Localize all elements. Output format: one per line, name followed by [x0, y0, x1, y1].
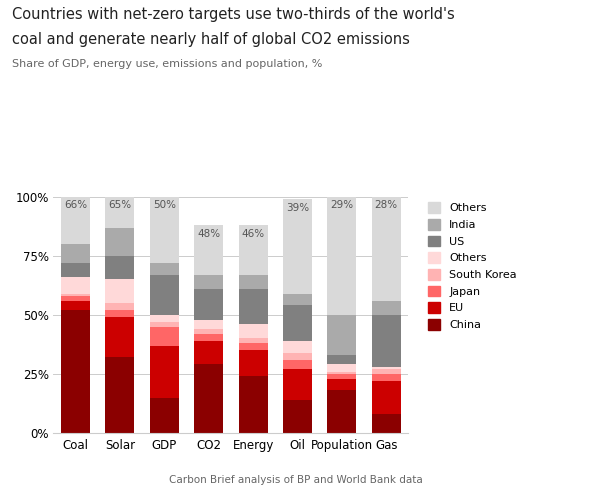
- Bar: [150, 327, 179, 345]
- Bar: [150, 275, 179, 315]
- Bar: [61, 277, 90, 294]
- Text: 48%: 48%: [197, 229, 220, 239]
- Bar: [372, 414, 401, 433]
- Bar: [239, 225, 268, 275]
- Bar: [61, 294, 90, 296]
- Bar: [239, 275, 268, 289]
- Bar: [105, 303, 134, 310]
- Bar: [283, 353, 312, 360]
- Bar: [372, 374, 401, 381]
- Bar: [61, 310, 90, 433]
- Bar: [327, 365, 356, 371]
- Bar: [105, 357, 134, 433]
- Bar: [283, 360, 312, 369]
- Bar: [61, 263, 90, 277]
- Bar: [239, 338, 268, 343]
- Bar: [372, 197, 401, 301]
- Bar: [372, 301, 401, 315]
- Bar: [61, 301, 90, 310]
- Text: 29%: 29%: [330, 200, 353, 211]
- Text: Share of GDP, energy use, emissions and population, %: Share of GDP, energy use, emissions and …: [12, 59, 322, 69]
- Bar: [283, 341, 312, 353]
- Bar: [194, 329, 223, 334]
- Bar: [372, 367, 401, 369]
- Bar: [372, 369, 401, 374]
- Bar: [283, 369, 312, 400]
- Bar: [194, 341, 223, 365]
- Text: coal and generate nearly half of global CO2 emissions: coal and generate nearly half of global …: [12, 32, 410, 47]
- Bar: [150, 315, 179, 322]
- Bar: [150, 398, 179, 433]
- Text: 46%: 46%: [242, 229, 265, 239]
- Bar: [283, 199, 312, 294]
- Bar: [239, 289, 268, 324]
- Bar: [150, 345, 179, 398]
- Bar: [283, 306, 312, 341]
- Bar: [105, 310, 134, 317]
- Bar: [150, 322, 179, 327]
- Bar: [194, 365, 223, 433]
- Bar: [194, 334, 223, 341]
- Text: 28%: 28%: [375, 200, 398, 211]
- Bar: [61, 296, 90, 301]
- Bar: [61, 197, 90, 244]
- Bar: [239, 343, 268, 350]
- Bar: [327, 374, 356, 379]
- Bar: [61, 244, 90, 263]
- Bar: [194, 320, 223, 329]
- Text: 39%: 39%: [286, 203, 309, 213]
- Text: 50%: 50%: [153, 200, 176, 211]
- Bar: [327, 355, 356, 365]
- Bar: [105, 256, 134, 279]
- Bar: [239, 350, 268, 376]
- Legend: Others, India, US, Others, South Korea, Japan, EU, China: Others, India, US, Others, South Korea, …: [428, 202, 517, 330]
- Bar: [105, 197, 134, 227]
- Bar: [105, 317, 134, 357]
- Bar: [283, 400, 312, 433]
- Bar: [239, 376, 268, 433]
- Bar: [327, 315, 356, 355]
- Text: Carbon Brief analysis of BP and World Bank data: Carbon Brief analysis of BP and World Ba…: [169, 475, 423, 485]
- Bar: [194, 289, 223, 320]
- Bar: [194, 225, 223, 275]
- Bar: [372, 381, 401, 414]
- Bar: [327, 391, 356, 433]
- Bar: [150, 197, 179, 263]
- Bar: [194, 275, 223, 289]
- Bar: [327, 197, 356, 315]
- Text: 65%: 65%: [108, 200, 131, 211]
- Text: 66%: 66%: [64, 200, 87, 211]
- Bar: [283, 294, 312, 306]
- Bar: [150, 263, 179, 275]
- Bar: [327, 379, 356, 391]
- Bar: [105, 227, 134, 256]
- Bar: [372, 315, 401, 367]
- Bar: [105, 279, 134, 303]
- Text: Countries with net-zero targets use two-thirds of the world's: Countries with net-zero targets use two-…: [12, 7, 455, 22]
- Bar: [327, 371, 356, 374]
- Bar: [239, 324, 268, 338]
